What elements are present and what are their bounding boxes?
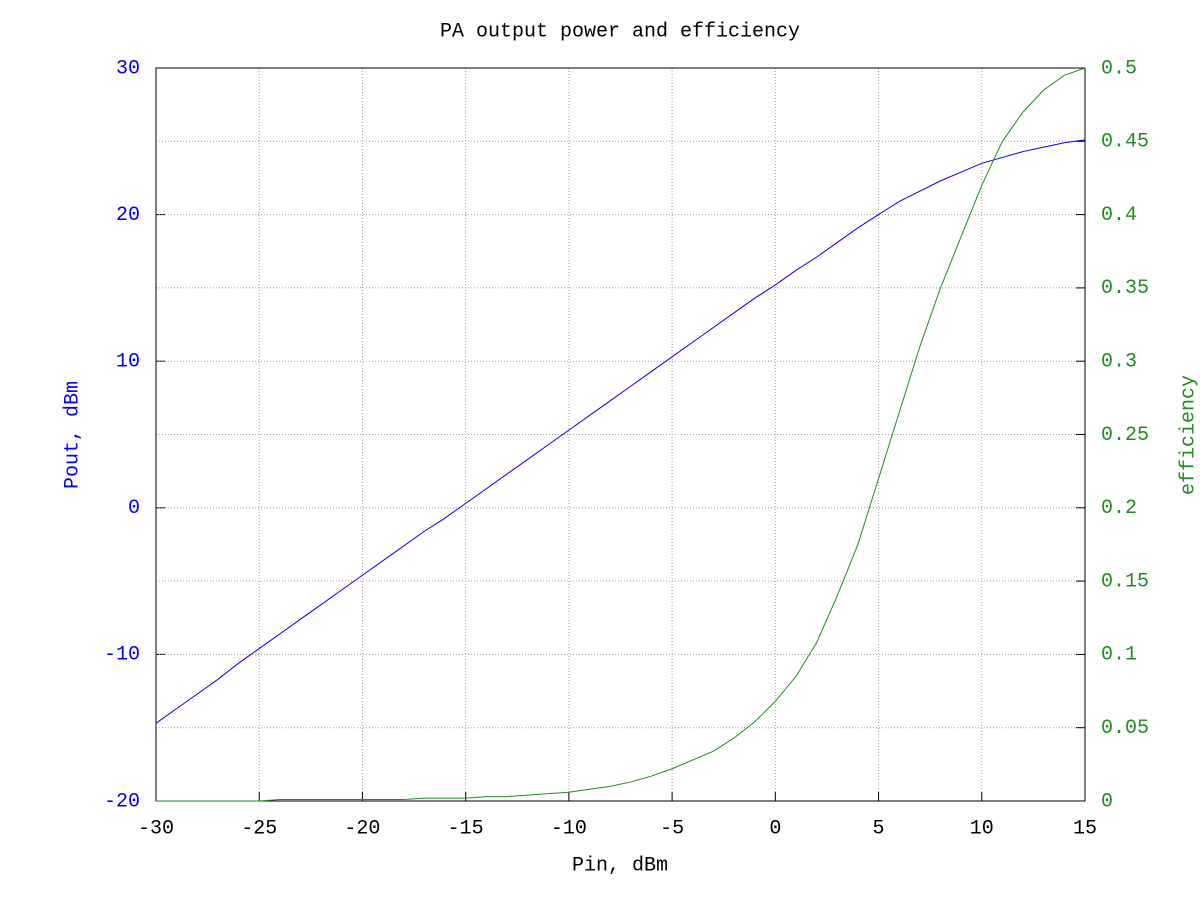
y-tick-label: 0 [128, 497, 140, 520]
y-tick-label: 10 [116, 350, 140, 373]
y2-tick-label: 0.35 [1101, 277, 1149, 300]
y2-tick-label: 0.5 [1101, 57, 1137, 80]
x-tick-label: -20 [344, 817, 380, 840]
data-line [155, 139, 1086, 724]
x-tick-label: 10 [970, 817, 994, 840]
chart-title: PA output power and efficiency [440, 20, 800, 43]
y2-tick-label: 0.4 [1101, 204, 1137, 227]
x-tick-label: 5 [873, 817, 885, 840]
x-tick-label: -25 [241, 817, 277, 840]
y2-tick-label: 0 [1101, 790, 1113, 813]
x-tick-label: -15 [448, 817, 484, 840]
y-tick-label: 20 [116, 204, 140, 227]
y-tick-label: 30 [116, 57, 140, 80]
x-tick-label: -30 [138, 817, 174, 840]
y2-tick-label: 0.1 [1101, 644, 1137, 667]
y2-axis-label: efficiency [1177, 375, 1200, 495]
x-tick-label: 0 [769, 817, 781, 840]
y-tick-label: -20 [104, 790, 140, 813]
y-tick-label: -10 [104, 644, 140, 667]
plot-border [155, 67, 1086, 802]
x-tick-label: 15 [1073, 817, 1097, 840]
y-axis-label: Pout, dBm [61, 381, 84, 489]
x-axis-label: Pin, dBm [572, 854, 668, 877]
x-tick-label: -5 [660, 817, 684, 840]
y2-tick-label: 0.05 [1101, 717, 1149, 740]
data-line [156, 67, 1086, 802]
y2-tick-label: 0.3 [1101, 350, 1137, 373]
y2-tick-label: 0.15 [1101, 570, 1149, 593]
x-tick-label: -10 [551, 817, 587, 840]
y2-tick-label: 0.2 [1101, 497, 1137, 520]
y2-tick-label: 0.25 [1101, 424, 1149, 447]
y2-tick-label: 0.45 [1101, 131, 1149, 154]
